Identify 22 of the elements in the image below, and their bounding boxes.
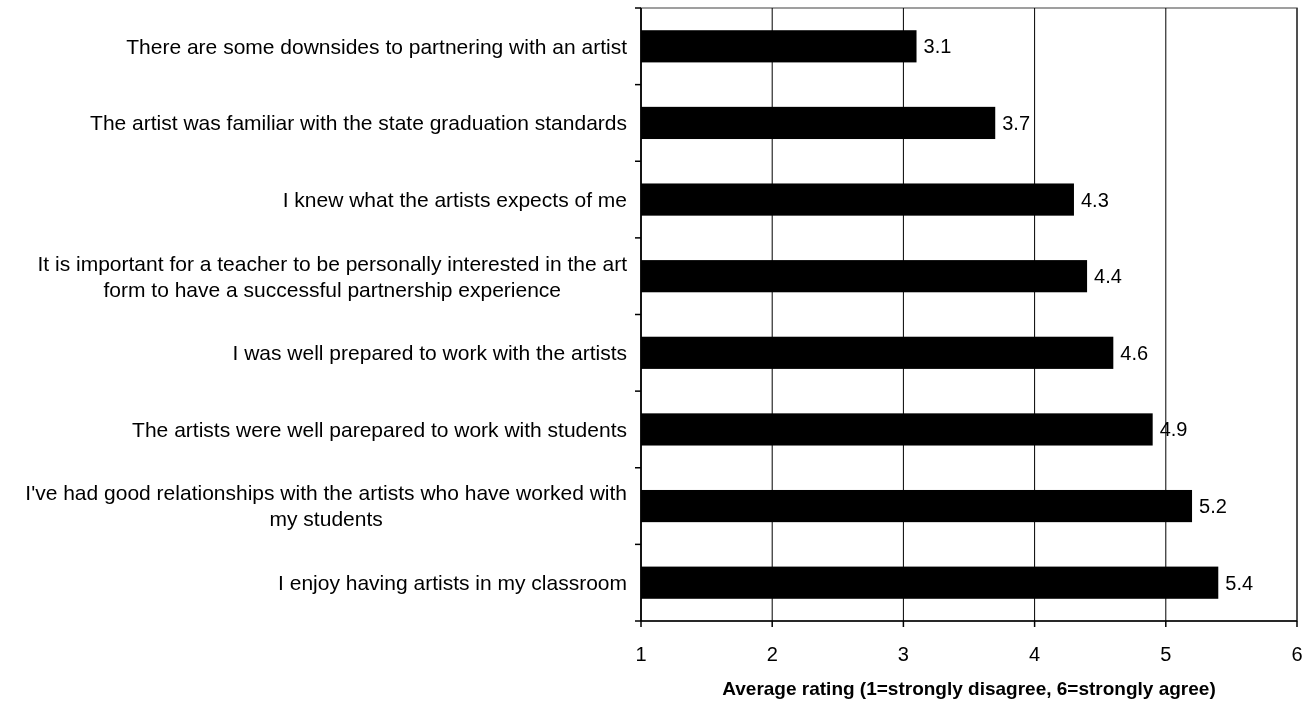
y-tick-label: I knew what the artists expects of me (282, 187, 628, 211)
x-tick-label: 4 (1029, 643, 1041, 665)
data-label: 4.4 (1094, 265, 1122, 288)
data-label: 3.1 (923, 35, 952, 58)
y-tick-label: It is important for a teacher to be personally interested in the art form to have a successful partnership experience (37, 251, 628, 301)
x-axis-title: Average rating (1=strongly disagree, 6=strongly agree) (722, 678, 1216, 699)
x-tick-label: 6 (1291, 643, 1303, 665)
data-label: 3.7 (1002, 111, 1031, 134)
y-tick-label: The artists were well parepared to work with students (132, 417, 627, 441)
data-label: 4.6 (1120, 341, 1149, 364)
data-label: 5.2 (1199, 495, 1227, 518)
x-tick-label: 3 (897, 643, 909, 665)
x-tick-label: 1 (635, 643, 647, 665)
y-tick-label: The artist was familiar with the state graduation standards (90, 111, 628, 135)
x-tick-label: 2 (766, 643, 778, 665)
data-label: 4.3 (1080, 188, 1109, 211)
y-tick-label: I've had good relationships with the artists who have worked with my students (25, 481, 627, 531)
x-tick-label: 5 (1160, 643, 1172, 665)
y-tick-label: I enjoy having artists in my classroom (278, 571, 627, 595)
y-tick-label: I was well prepared to work with the artists (232, 341, 628, 365)
data-label: 5.4 (1225, 571, 1254, 594)
y-tick-label: There are some downsides to partnering with an artist (126, 34, 628, 58)
